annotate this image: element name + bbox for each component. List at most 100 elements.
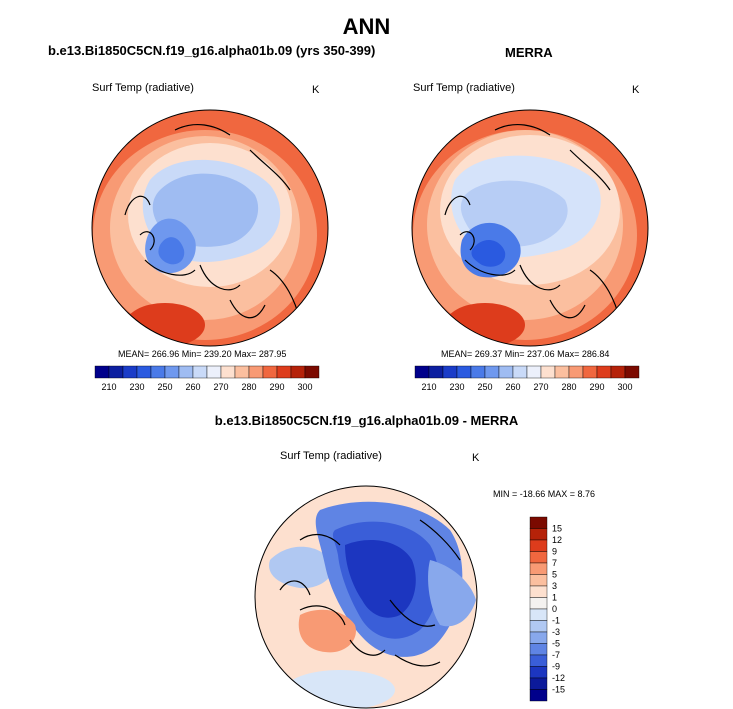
panel2-stats: MEAN= 269.37 Min= 237.06 Max= 286.84 — [441, 349, 610, 359]
colorbar-swatch — [529, 643, 548, 656]
colorbar-swatch — [456, 365, 472, 379]
colorbar-tick-label: -9 — [552, 662, 560, 672]
colorbar-tick-label: 270 — [213, 382, 228, 392]
colorbar-tick-label: 0 — [552, 604, 557, 614]
colorbar-tick-label: 230 — [129, 382, 144, 392]
panel1-stats: MEAN= 266.96 Min= 239.20 Max= 287.95 — [118, 349, 287, 359]
colorbar-swatch — [529, 654, 548, 667]
panel3-units-label: K — [472, 452, 480, 464]
colorbar-tick-label: 210 — [101, 382, 116, 392]
panel3-map — [255, 486, 477, 708]
colorbar-swatch — [276, 365, 292, 379]
panel1-title: b.e13.Bi1850C5CN.f19_g16.alpha01b.09 (yr… — [48, 43, 376, 58]
colorbar-swatch — [442, 365, 458, 379]
colorbar-swatch — [529, 528, 548, 541]
colorbar-swatch — [529, 608, 548, 621]
colorbar-tick-label: 280 — [561, 382, 576, 392]
panel3-title: b.e13.Bi1850C5CN.f19_g16.alpha01b.09 - M… — [214, 413, 519, 428]
colorbar-tick-label: -7 — [552, 650, 560, 660]
colorbar-swatch — [582, 365, 598, 379]
map-field — [269, 546, 333, 589]
colorbar-tick-label: 1 — [552, 593, 557, 603]
panel2-variable-label: Surf Temp (radiative) — [413, 82, 515, 94]
colorbar-swatch — [498, 365, 514, 379]
colorbar-swatch — [220, 365, 236, 379]
colorbar-swatch — [234, 365, 250, 379]
colorbar-swatch — [304, 365, 320, 379]
map-border — [411, 109, 649, 347]
colorbar-swatch — [529, 689, 548, 702]
colorbar-swatch — [206, 365, 222, 379]
map-field — [471, 240, 506, 267]
colorbar-tick-label: 9 — [552, 547, 557, 557]
colorbars: 210 230 250 260 270 280 290 300 210 230 250 260 270 2… — [94, 365, 640, 702]
map-field — [285, 670, 395, 708]
colorbar-tick-label: -12 — [552, 673, 565, 683]
colorbar-tick-label: 230 — [449, 382, 464, 392]
map-field — [125, 303, 205, 346]
colorbar-swatch — [540, 365, 556, 379]
colorbar-swatch — [554, 365, 570, 379]
colorbar-swatch — [178, 365, 194, 379]
colorbar-swatch — [610, 365, 626, 379]
colorbar-tick-label: 270 — [533, 382, 548, 392]
map-border — [91, 109, 329, 347]
colorbar-swatch — [624, 365, 640, 379]
colorbar-swatch — [192, 365, 208, 379]
map-field — [345, 540, 416, 618]
colorbar-swatch — [529, 597, 548, 610]
colorbar-swatch — [470, 365, 486, 379]
coastline — [444, 123, 621, 321]
colorbar-swatch — [94, 365, 110, 379]
coastline — [279, 519, 461, 667]
colorbar-tick-label: 15 — [552, 524, 562, 534]
colorbar-tick-label: -1 — [552, 616, 560, 626]
panel1-map — [92, 110, 328, 346]
map-field — [428, 560, 476, 627]
panel2-title: MERRA — [505, 45, 553, 60]
colorbar-tick-label: 290 — [269, 382, 284, 392]
colorbar-tick-label: 210 — [421, 382, 436, 392]
colorbar-swatch — [529, 620, 548, 633]
colorbar-tick-label: 250 — [157, 382, 172, 392]
colorbar-swatch — [290, 365, 306, 379]
colorbar-swatch — [248, 365, 264, 379]
colorbar-swatch — [529, 585, 548, 598]
colorbar-tick-label: -5 — [552, 639, 560, 649]
colorbar-tick-label: 12 — [552, 535, 562, 545]
map-field — [298, 609, 356, 653]
panel3-stats: MIN = -18.66 MAX = 8.76 — [493, 489, 596, 499]
colorbar-swatch — [484, 365, 500, 379]
colorbar-swatch — [596, 365, 612, 379]
colorbar-swatch — [529, 562, 548, 575]
colorbar-swatch — [529, 631, 548, 644]
coastline — [124, 123, 301, 321]
colorbar-swatch — [568, 365, 584, 379]
colorbar-swatch — [526, 365, 542, 379]
colorbar-tick-label: 5 — [552, 570, 557, 580]
colorbar-swatch — [136, 365, 152, 379]
colorbar-swatch — [512, 365, 528, 379]
colorbar-swatch — [529, 539, 548, 552]
colorbar-swatch — [262, 365, 278, 379]
panel2-units-label: K — [632, 84, 640, 96]
panel1-units-label: K — [312, 84, 320, 96]
panel2-map — [412, 110, 648, 346]
colorbar-swatch — [122, 365, 138, 379]
colorbar-swatch — [164, 365, 180, 379]
colorbar-tick-label: 250 — [477, 382, 492, 392]
colorbar-tick-label: 300 — [617, 382, 632, 392]
colorbar-tick-label: 280 — [241, 382, 256, 392]
colorbar-swatch — [529, 666, 548, 679]
colorbar-swatch — [529, 551, 548, 564]
colorbar-tick-label: 260 — [505, 382, 520, 392]
map-border — [254, 485, 478, 709]
colorbar-tick-label: 3 — [552, 581, 557, 591]
colorbar-tick-label: 7 — [552, 558, 557, 568]
colorbar-tick-label: 290 — [589, 382, 604, 392]
colorbar-tick-label: -15 — [552, 685, 565, 695]
panel1-variable-label: Surf Temp (radiative) — [92, 82, 194, 94]
colorbar-tick-label: -3 — [552, 627, 560, 637]
colorbar-swatch — [108, 365, 124, 379]
